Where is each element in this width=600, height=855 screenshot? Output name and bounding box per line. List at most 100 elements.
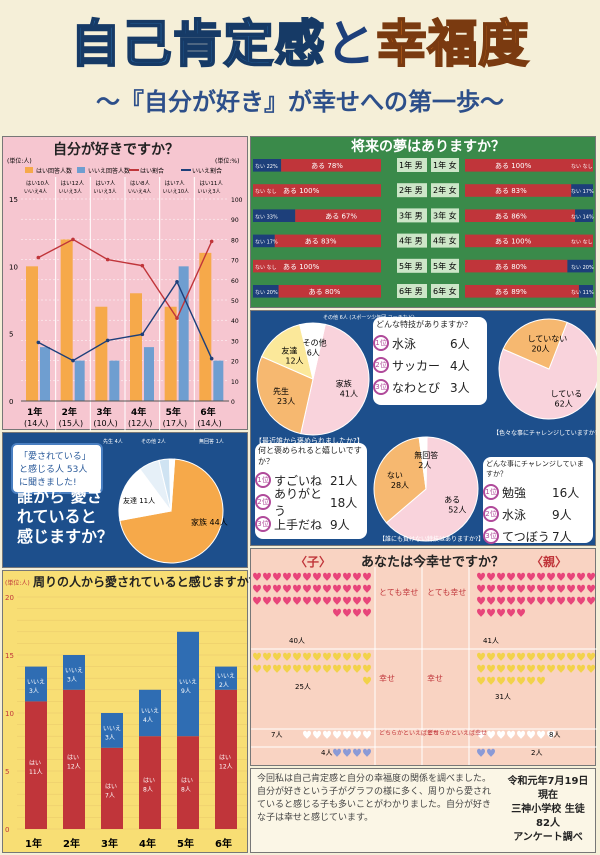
challenge-slice bbox=[502, 318, 568, 370]
dream-no-label: ない 20% bbox=[255, 289, 278, 296]
dream-chart: ある 78%ない 22% 1年 男 1年 女ある 100% ない なしある 100%な… bbox=[253, 158, 594, 298]
line-point bbox=[105, 257, 110, 262]
heart-icon bbox=[353, 572, 361, 581]
top-label-no: いいえ3人 bbox=[197, 189, 220, 195]
dream-yes-label: ある 83% bbox=[305, 238, 337, 246]
heart-icon bbox=[333, 584, 341, 593]
bar-no-value: 9人 bbox=[181, 688, 191, 695]
talent-slice-label: 無回答 bbox=[414, 450, 438, 460]
loved-slice-label: 先生 4人 bbox=[103, 438, 123, 445]
praise-words-box: 何と褒められると嬉しいですか？ 1位 すごいね 21人 2位 ありがとう 18人 3位上… bbox=[255, 443, 367, 539]
heart-icon bbox=[363, 652, 371, 661]
heart-icon bbox=[323, 730, 331, 739]
line-point bbox=[71, 237, 75, 242]
heart-icon bbox=[547, 652, 555, 661]
heart-icon bbox=[283, 596, 291, 605]
bar-no-label: いいえ bbox=[103, 725, 121, 732]
bar-no-value: 3人 bbox=[67, 676, 77, 683]
heart-icon bbox=[547, 730, 555, 739]
category-label: 2年 bbox=[62, 406, 77, 418]
heart-icon bbox=[313, 652, 321, 661]
heart-icon bbox=[577, 584, 585, 593]
heart-icon bbox=[343, 730, 351, 739]
talent-panel: 家族 41人 先生 23人 友達 12人 その他 6人 【最近誰から褒められましたか?】 その他 … bbox=[250, 310, 597, 546]
heart-icon bbox=[283, 584, 291, 593]
heart-icon bbox=[477, 676, 485, 685]
heart-icon bbox=[507, 584, 515, 593]
heart-icon bbox=[343, 608, 351, 617]
heart-icon bbox=[537, 730, 545, 739]
line-yes-percent bbox=[38, 238, 213, 320]
category-label: 3年 bbox=[101, 837, 118, 850]
bar-yes bbox=[25, 701, 47, 829]
heart-icon bbox=[487, 748, 495, 757]
grade-box bbox=[397, 258, 427, 273]
count-label: (17人) bbox=[163, 419, 187, 428]
grade-box bbox=[397, 233, 427, 248]
category-label: 6年 bbox=[200, 406, 215, 418]
challenges-title: どんな事にチャレンジしていますか？ bbox=[486, 460, 584, 478]
heart-icon bbox=[363, 584, 371, 593]
right-tick: 40 bbox=[231, 318, 239, 325]
heart-icon bbox=[323, 584, 331, 593]
heart-icon bbox=[517, 730, 525, 739]
heart-icon bbox=[497, 572, 505, 581]
heart-icon bbox=[283, 652, 291, 661]
heart-icon bbox=[487, 596, 495, 605]
heart-icon bbox=[363, 730, 371, 739]
top-label-no: いいえ10人 bbox=[163, 189, 189, 195]
bar-no bbox=[101, 713, 123, 748]
heart-icon bbox=[487, 664, 495, 673]
heart-icon bbox=[333, 652, 341, 661]
praise-row: 2位 ありがとう 18人 bbox=[255, 487, 367, 518]
heart-icon bbox=[253, 584, 261, 593]
legend-swatch bbox=[25, 167, 33, 173]
heart-icon bbox=[293, 572, 301, 581]
happy-left-head: 〈子〉 bbox=[295, 555, 332, 569]
dream-yes-label: ある 100% bbox=[495, 162, 532, 170]
praise-slice bbox=[256, 355, 314, 435]
heart-icon bbox=[547, 664, 555, 673]
praise-other-note: その他 6人 (スポーツ少年団 コーチなど) bbox=[323, 314, 415, 321]
heart-icon bbox=[507, 572, 515, 581]
heart-icon bbox=[343, 652, 351, 661]
challenge-slice-value: 62人 bbox=[555, 400, 573, 409]
challenge-slice bbox=[498, 321, 597, 420]
dream-yes-label: ある 83% bbox=[495, 187, 527, 195]
happy-level-label: とても幸せ bbox=[427, 588, 466, 597]
heart-icon bbox=[343, 572, 351, 581]
right-tick: 50 bbox=[231, 298, 239, 305]
y-tick: 0 bbox=[5, 826, 9, 834]
heart-icon bbox=[323, 664, 331, 673]
heart-icon bbox=[293, 596, 301, 605]
count-label: (14人) bbox=[24, 419, 48, 428]
grade-box bbox=[431, 284, 459, 298]
bar-yes bbox=[101, 747, 123, 829]
left-tick: 15 bbox=[9, 196, 18, 204]
talent-slice-label: ある bbox=[444, 495, 460, 504]
dream-yes-label: ある 89% bbox=[495, 288, 527, 296]
heart-icon bbox=[567, 584, 575, 593]
heart-icon bbox=[477, 730, 485, 739]
praise-row: 3位 上手だね 9人 bbox=[255, 513, 367, 535]
bar-yes bbox=[95, 306, 108, 401]
heart-icon bbox=[497, 608, 505, 617]
praise-slice-value: 12人 bbox=[285, 356, 303, 365]
heart-icon bbox=[477, 584, 485, 593]
left-tick: 10 bbox=[9, 263, 18, 271]
grade-label: 1年 男 bbox=[399, 160, 423, 170]
top-label-no: いいえ3人 bbox=[93, 189, 116, 195]
happy-level-label: 幸せ bbox=[427, 674, 443, 683]
heart-icon bbox=[303, 584, 311, 593]
dream-no-label: ない 20% bbox=[571, 264, 594, 271]
grade-box bbox=[397, 158, 427, 172]
talent-slice-value: 2人 bbox=[418, 461, 431, 470]
dream-bar-no bbox=[253, 285, 279, 298]
top-label-yes: はい7人 bbox=[95, 180, 115, 187]
dream-no-label: ない 22% bbox=[255, 163, 278, 170]
heart-icon bbox=[497, 676, 505, 685]
loved-pie-chart: 家族 44人 友達 11人 先生 4人 その他 2人 無回答 1人 bbox=[103, 438, 228, 564]
dream-bar-yes bbox=[465, 184, 572, 197]
bar-yes-label: はい bbox=[29, 760, 41, 767]
talent-title: 【誰にも負けない特技はありますか?】 bbox=[379, 535, 484, 543]
